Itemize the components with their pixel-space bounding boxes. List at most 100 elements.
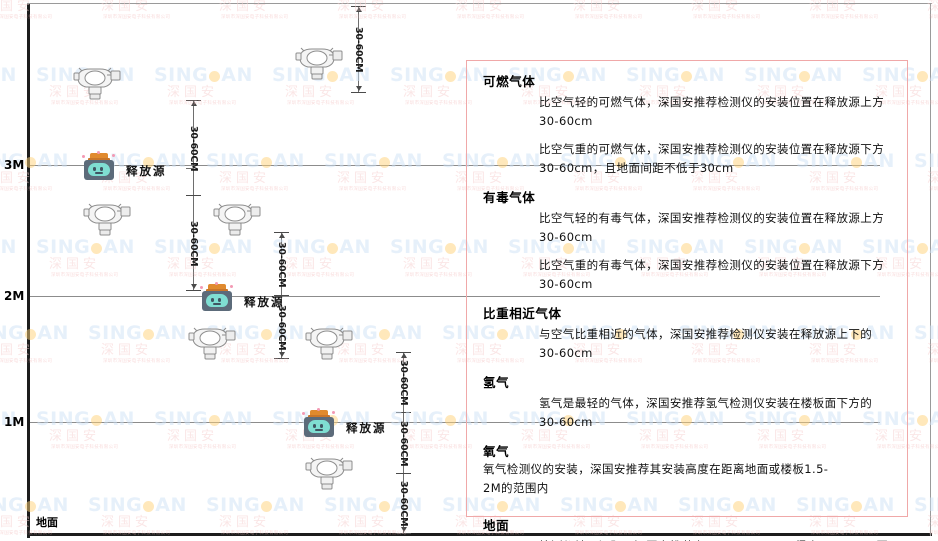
dim-middle-label: 30-60CM [276, 304, 287, 350]
watermark-dot-icon [91, 243, 103, 254]
watermark-dot-icon [209, 243, 221, 254]
panel-section-toxic-gas: 有毒气体 比空气轻的有毒气体，深国安推荐检测仪的安装位置在释放源上方30-60cm… [483, 187, 891, 294]
watermark-dot-icon [445, 71, 457, 82]
watermark-sub: 深圳市深国安电子科技有限公司 [103, 15, 171, 20]
dim-top-label: 30-60CM [353, 27, 364, 73]
release-source-spark [317, 408, 320, 411]
dim-lower-right-arrow-up-icon [401, 353, 407, 358]
watermark-sub: 深圳市深国安电子科技有限公司 [287, 273, 355, 278]
watermark-dot-icon [379, 157, 391, 168]
dim-upper-left-label: 30-60CM [188, 125, 199, 171]
dim-lower-right-label: 30-60CM [398, 480, 409, 527]
dim-top-arrow-up-icon [356, 7, 362, 12]
release-source-collar [88, 158, 110, 161]
watermark-sub: 深圳市深国安电子科技有限公司 [339, 187, 407, 192]
release-source-collar [206, 289, 228, 292]
watermark-dot-icon [445, 243, 457, 254]
watermark-dot-icon [261, 157, 273, 168]
panel-section-ground: 地面检测仪地面间距，深国安推荐在30-60cm，且不得小于30cm，因为过低容易… [483, 515, 891, 541]
release-source-spark [332, 411, 335, 414]
watermark-cn: 深国安 [337, 171, 389, 186]
dim-top-line [358, 6, 359, 92]
watermark-cn: 深国安 [219, 515, 271, 530]
dim-top-tick [351, 6, 366, 7]
dim-upper-left-tick [186, 290, 201, 291]
info-panel: 可燃气体 比空气轻的可燃气体，深国安推荐检测仪的安装位置在释放源上方30-60cm… [466, 60, 908, 541]
watermark-sub: 深圳市深国安电子科技有限公司 [0, 100, 36, 106]
watermark-dot-icon [209, 415, 221, 426]
dim-upper-left-label: 30-60CM [188, 220, 199, 266]
release-source-icon [302, 408, 336, 438]
watermark-cn: 深国安 [337, 515, 389, 530]
release-source-eye-right [320, 424, 323, 428]
watermark-sub: 深圳市深国安电子科技有限公司 [0, 359, 53, 364]
watermark-cn: 深国安 [0, 85, 36, 100]
watermark-sub: 深圳市深国安电子科技有限公司 [287, 445, 355, 450]
dim-lower-right-tick [396, 473, 411, 474]
release-source-icon [200, 282, 234, 312]
release-source-spark [97, 151, 100, 154]
release-source-spark [82, 155, 85, 158]
watermark-cn: 深国安 [49, 429, 101, 444]
dim-top-tick [351, 92, 366, 93]
dim-middle-label: 30-60CM [276, 241, 287, 287]
watermark-cn: 深国安 [0, 257, 36, 272]
watermark-cn: 深国安 [49, 257, 101, 272]
watermark-sub: 深圳市深国安电子科技有限公司 [339, 15, 407, 20]
watermark-sub: 深圳市深国安电子科技有限公司 [287, 101, 355, 106]
panel-section-paragraph: 检测仪地面间距，深国安推荐在30-60cm，且不得小于30cm，因为过低容易水浸… [539, 537, 891, 541]
watermark-sub: 深圳市深国安电子科技有限公司 [169, 101, 237, 106]
watermark-sub: 深圳市深国安电子科技有限公司 [0, 272, 36, 278]
watermark-dot-icon [91, 415, 103, 426]
panel-section-paragraph: 氢气是最轻的气体，深国安推荐氢气检测仪安装在楼板面下方的30-60cm [539, 396, 873, 429]
level-line-2m [30, 296, 880, 297]
gas-detector-icon [300, 452, 356, 492]
release-source-eye-right [100, 167, 103, 171]
panel-section-title: 可燃气体 [483, 74, 536, 89]
release-source-cap [310, 410, 328, 418]
release-source-spark [230, 285, 233, 288]
release-source-screen [308, 420, 330, 433]
watermark-dot-icon [917, 71, 929, 82]
watermark-cn: 深国安 [0, 429, 36, 444]
watermark-dot-icon [445, 415, 457, 426]
gas-detector-icon [68, 62, 124, 102]
watermark-dot-icon [143, 501, 155, 512]
release-source-label: 释放源 [126, 164, 167, 178]
release-source-spark [112, 154, 115, 157]
watermark-dot-icon [917, 243, 929, 254]
panel-spacer [483, 507, 891, 513]
watermark-cn: 深国安 [167, 429, 219, 444]
watermark-sub: 深圳市深国安电子科技有限公司 [221, 15, 289, 20]
gas-detector-icon [78, 198, 134, 238]
release-source-spark [302, 412, 305, 415]
dim-lower-right-tick [396, 412, 411, 413]
release-source-mouth [315, 429, 323, 431]
panel-section-paragraph: 氧气检测仪的安装，深国安推荐其安装高度在距离地面或楼板1.5-2M的范围内 [483, 462, 829, 495]
dim-upper-left-arrow-down-icon [191, 284, 197, 289]
dim-upper-left-tick [186, 195, 201, 196]
info-panel-content: 可燃气体 比空气轻的可燃气体，深国安推荐检测仪的安装位置在释放源上方30-60cm… [467, 61, 907, 541]
watermark-dot-icon [379, 501, 391, 512]
release-source-eye-left [313, 424, 316, 428]
release-source-cap [208, 284, 226, 292]
watermark-sub: 深圳市深国安电子科技有限公司 [693, 15, 761, 20]
level-label-1m: 1M [4, 415, 25, 429]
watermark-cn: 深国安 [927, 343, 938, 358]
ground-label: 地面 [36, 516, 58, 529]
